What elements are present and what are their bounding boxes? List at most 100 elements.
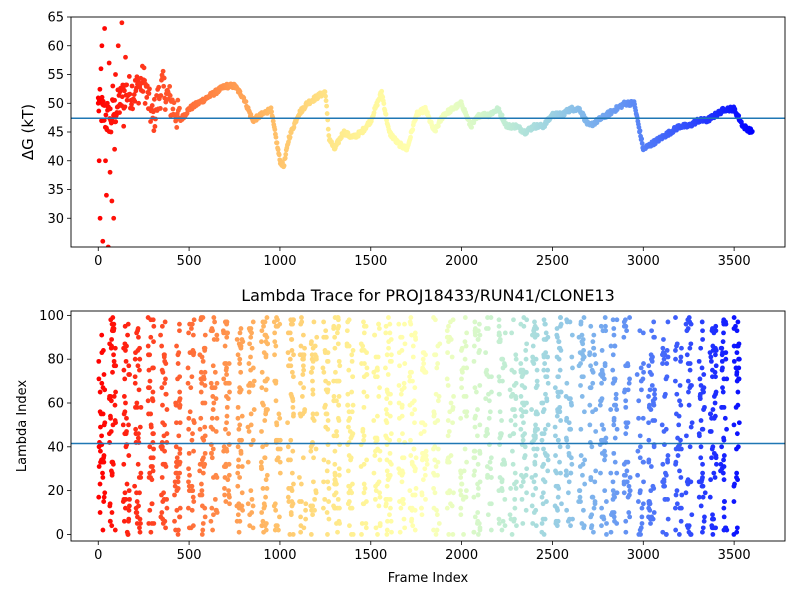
lambda-point bbox=[235, 512, 241, 518]
lambda-point bbox=[477, 383, 483, 388]
lambda-point bbox=[458, 488, 463, 494]
lambda-point bbox=[245, 424, 251, 430]
lambda-point bbox=[291, 481, 296, 487]
lambda-point bbox=[624, 424, 629, 430]
lambda-point bbox=[664, 374, 670, 380]
lambda-point bbox=[614, 317, 620, 323]
lambda-point bbox=[722, 415, 728, 421]
lambda-point bbox=[734, 470, 740, 476]
dg-point bbox=[108, 129, 114, 135]
lambda-point bbox=[138, 470, 144, 476]
lambda-point bbox=[173, 444, 179, 450]
lambda-point bbox=[349, 505, 355, 511]
dg-y-tick-label: 35 bbox=[47, 183, 64, 198]
lambda-point bbox=[303, 501, 309, 507]
lambda-point bbox=[227, 501, 232, 507]
lambda-point bbox=[612, 518, 617, 524]
lambda-point bbox=[701, 372, 707, 377]
lambda-point bbox=[402, 341, 408, 347]
dg-point bbox=[156, 84, 162, 90]
lambda-point bbox=[625, 361, 631, 366]
dg-point bbox=[639, 136, 645, 142]
lambda-point bbox=[245, 459, 251, 465]
lambda-point bbox=[210, 363, 216, 369]
lambda-point bbox=[700, 470, 705, 476]
lambda-point bbox=[699, 483, 705, 489]
lambda-point bbox=[210, 407, 216, 412]
lambda-point bbox=[133, 404, 138, 410]
lambda-point bbox=[485, 512, 491, 518]
lambda-point bbox=[543, 330, 549, 336]
lambda-point bbox=[336, 402, 342, 408]
lambda-point bbox=[409, 411, 415, 417]
lambda-point bbox=[686, 402, 692, 408]
lambda-point bbox=[101, 422, 107, 428]
dg-x-tick-label: 2500 bbox=[536, 254, 569, 269]
lambda-point bbox=[346, 367, 352, 373]
lambda-point bbox=[112, 527, 118, 533]
lambda-point bbox=[101, 499, 107, 504]
lambda-point bbox=[569, 402, 574, 408]
dg-point bbox=[408, 134, 413, 140]
lambda-point bbox=[587, 402, 593, 408]
lambda-point bbox=[720, 389, 726, 395]
lambda-point bbox=[451, 394, 456, 399]
lambda-point bbox=[603, 499, 609, 504]
lambda-point bbox=[202, 369, 208, 375]
lambda-point bbox=[608, 470, 614, 476]
lambda-point bbox=[175, 361, 181, 366]
lambda-point bbox=[134, 499, 140, 504]
lambda-point bbox=[407, 488, 413, 494]
dg-point bbox=[738, 119, 744, 125]
dg-point bbox=[130, 106, 135, 112]
dg-point bbox=[177, 105, 182, 111]
lambda-point bbox=[450, 404, 456, 410]
dg-point bbox=[281, 163, 287, 169]
lambda-point bbox=[512, 413, 518, 419]
lambda-point bbox=[545, 422, 551, 428]
lambda-point bbox=[224, 372, 229, 377]
lambda-point bbox=[651, 402, 657, 408]
lambda-point bbox=[674, 488, 680, 494]
lambda-point bbox=[423, 448, 429, 454]
dg-point bbox=[736, 113, 742, 119]
lambda-point bbox=[383, 323, 389, 329]
lambda-point bbox=[712, 475, 718, 480]
lambda-point bbox=[581, 409, 587, 415]
lambda-point bbox=[347, 429, 353, 434]
lambda-point bbox=[112, 345, 118, 351]
lambda-point bbox=[239, 413, 245, 419]
lambda-point bbox=[524, 490, 529, 496]
lambda-point bbox=[445, 418, 451, 423]
lambda-point bbox=[499, 418, 504, 423]
lambda-point bbox=[334, 429, 339, 434]
lambda-point bbox=[564, 418, 569, 423]
lambda-point bbox=[303, 507, 308, 513]
lambda-point bbox=[162, 380, 167, 386]
lambda-point bbox=[388, 337, 394, 342]
lambda-point bbox=[579, 332, 585, 338]
lambda-x-tick-label: 3000 bbox=[627, 548, 660, 563]
dg-point bbox=[157, 106, 163, 111]
lambda-point bbox=[311, 479, 316, 485]
lambda-point bbox=[445, 350, 450, 356]
lambda-point bbox=[212, 319, 218, 325]
lambda-point bbox=[126, 507, 132, 513]
lambda-point bbox=[599, 523, 604, 529]
lambda-y-tick-label: 80 bbox=[47, 353, 64, 368]
lambda-point bbox=[383, 330, 389, 336]
lambda-point bbox=[614, 470, 620, 476]
lambda-point bbox=[532, 319, 537, 325]
lambda-point bbox=[539, 437, 545, 443]
lambda-point bbox=[569, 354, 575, 360]
lambda-point bbox=[555, 334, 560, 340]
lambda-point bbox=[701, 389, 706, 395]
lambda-point bbox=[401, 501, 406, 507]
lambda-point bbox=[289, 503, 295, 509]
lambda-point bbox=[602, 457, 607, 463]
lambda-point bbox=[410, 354, 416, 360]
lambda-point bbox=[471, 529, 477, 535]
lambda-point bbox=[162, 319, 168, 325]
lambda-point bbox=[422, 466, 428, 472]
lambda-point bbox=[191, 352, 196, 358]
